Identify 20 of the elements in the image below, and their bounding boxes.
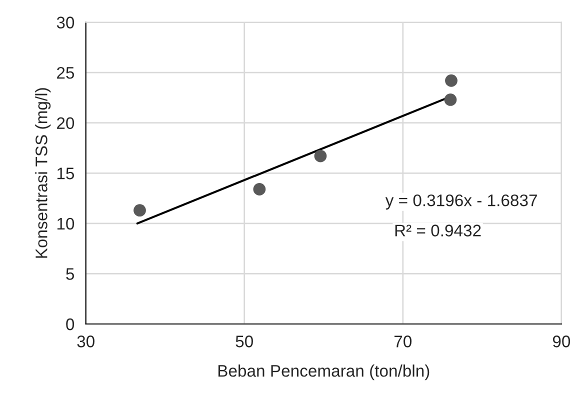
x-tick-label: 50 — [236, 336, 253, 348]
y-tick-label: 25 — [57, 66, 74, 79]
point — [134, 204, 146, 217]
x-axis-title: Beban Pencemaran (ton/bln) — [218, 364, 430, 380]
y-tick-label: 15 — [57, 168, 74, 180]
y-axis-title: Konsentrasi TSS (mg/l) — [35, 88, 51, 258]
point — [445, 74, 458, 87]
y-tick-label: 10 — [57, 218, 74, 230]
y-tick-label: 30 — [56, 16, 74, 28]
annotation: y = 0.3196x - 1.6837 — [385, 194, 537, 210]
x-tick-label: 30 — [77, 336, 94, 348]
y-tick-label: 0 — [66, 318, 74, 330]
point — [444, 94, 457, 106]
point — [253, 183, 266, 196]
x-tick-label: 70 — [394, 336, 412, 348]
point — [314, 150, 327, 162]
x-tick-label: 90 — [552, 336, 570, 348]
y-tick-label: 5 — [66, 268, 74, 280]
y-tick-label: 20 — [57, 117, 74, 130]
annotation: R² = 0.9432 — [395, 224, 481, 236]
